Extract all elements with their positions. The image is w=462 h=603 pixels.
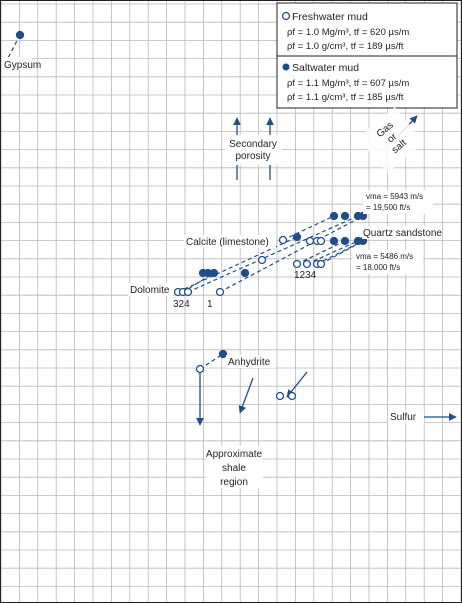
legend-freshwater-title: Freshwater mud <box>292 11 368 23</box>
saltwater-point <box>209 268 219 278</box>
legend-saltwater-line1: ρf = 1.1 Mg/m³, tf = 607 µs/m <box>287 78 409 89</box>
saltwater-point <box>240 268 250 278</box>
trend-line <box>282 215 335 241</box>
label-sandstone-numbers: 1234 <box>294 270 317 281</box>
trend-line <box>187 215 359 293</box>
label-dolomite-one: 1 <box>207 299 213 310</box>
saltwater-point <box>218 349 228 359</box>
freshwater-point <box>215 287 225 297</box>
saltwater-point <box>340 211 350 221</box>
annotations: Gypsum Secondary porosity Gasorsalt Calci… <box>2 57 442 488</box>
legend-filled-marker <box>282 63 290 71</box>
freshwater-point <box>316 259 326 269</box>
label-dolomite-numbers: 324 <box>173 299 190 310</box>
freshwater-point <box>278 235 288 245</box>
freshwater-point <box>292 259 302 269</box>
legend-saltwater-title: Saltwater mud <box>292 62 359 74</box>
legend-open-marker <box>281 11 291 21</box>
freshwater-point <box>287 391 297 401</box>
saltwater-point <box>340 236 350 246</box>
label-sulfur: Sulfur <box>390 412 417 423</box>
freshwater-point <box>275 391 285 401</box>
label-secondary-porosity: Secondary porosity <box>229 139 277 162</box>
freshwater-point <box>257 255 267 265</box>
trend-line <box>7 34 21 59</box>
freshwater-point <box>305 236 315 246</box>
legend-freshwater-line2: ρf = 1.0 g/cm³, tf = 189 µs/ft <box>287 41 404 52</box>
freshwater-point <box>183 287 193 297</box>
label-gypsum: Gypsum <box>4 60 41 71</box>
label-anhydrite: Anhydrite <box>228 357 271 368</box>
legend-freshwater-line1: ρf = 1.0 Mg/m³, tf = 620 µs/m <box>287 27 409 38</box>
label-vma-low: vma = 5486 m/s = 18,000 ft/s <box>356 252 413 272</box>
label-calcite: Calcite (limestone) <box>186 237 269 248</box>
label-shale-region: Approximate shale region <box>206 449 263 488</box>
label-quartz-sandstone: Quartz sandstone <box>363 228 442 239</box>
saltwater-point <box>329 236 339 246</box>
saltwater-point <box>329 211 339 221</box>
freshwater-point <box>195 364 205 374</box>
freshwater-point <box>302 259 312 269</box>
legend: Freshwater mud ρf = 1.0 Mg/m³, tf = 620 … <box>276 2 458 109</box>
saltwater-point <box>15 30 25 40</box>
data-points <box>15 30 368 401</box>
trend-line <box>296 240 346 265</box>
legend-saltwater-line2: ρf = 1.1 g/cm³, tf = 185 µs/ft <box>287 92 404 103</box>
arrow <box>238 377 254 414</box>
trend-line <box>219 215 364 293</box>
label-dolomite: Dolomite <box>130 285 170 296</box>
trend-line <box>316 240 364 265</box>
saltwater-point <box>292 232 302 242</box>
freshwater-point <box>316 236 326 246</box>
trend-line <box>320 240 364 265</box>
label-vma-high: vma = 5943 m/s = 19,500 ft/s <box>366 192 423 212</box>
trend-line <box>199 353 224 370</box>
